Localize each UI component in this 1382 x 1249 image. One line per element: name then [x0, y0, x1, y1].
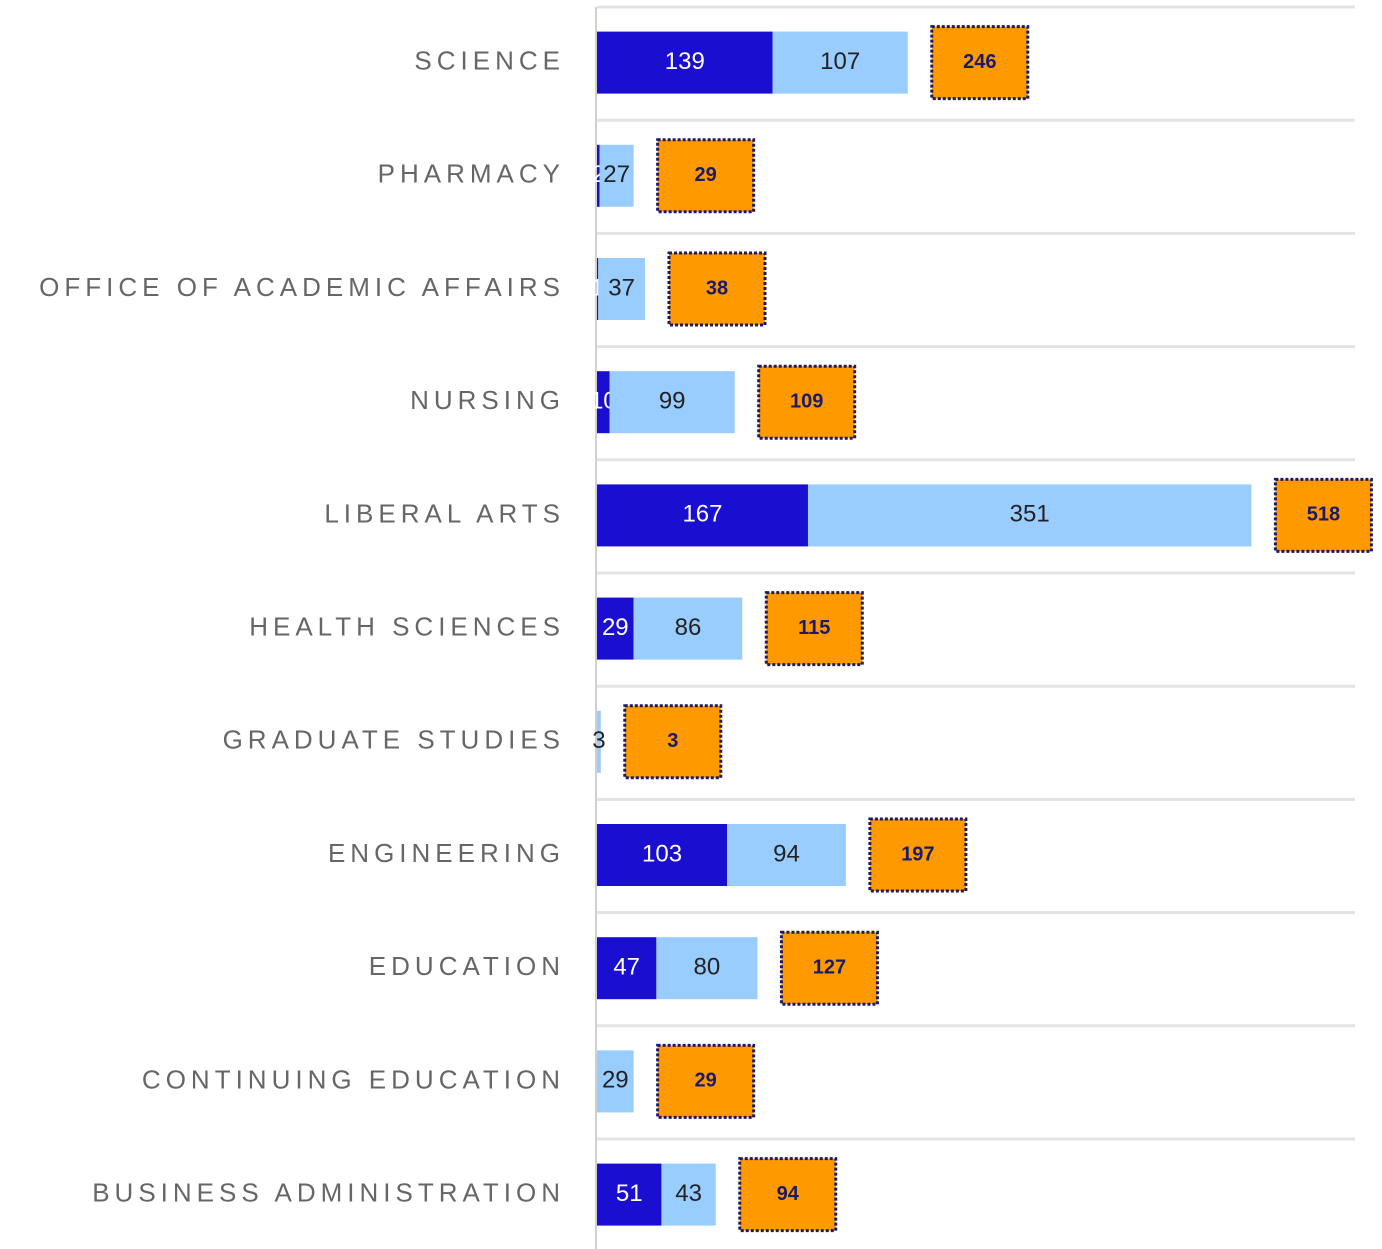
bar-segment	[597, 258, 599, 320]
value-label: 3	[592, 727, 605, 754]
category-label: LIBERAL ARTS	[324, 498, 565, 528]
total-label: 3	[667, 730, 678, 752]
category-label: CONTINUING EDUCATION	[142, 1064, 565, 1094]
category-label: GRADUATE STUDIES	[223, 725, 565, 755]
total-box	[764, 591, 864, 667]
total-label: 38	[706, 277, 728, 299]
category-label: PHARMACY	[378, 159, 565, 189]
total-box	[656, 138, 756, 214]
total-box	[868, 817, 968, 893]
value-label: 103	[642, 840, 682, 867]
category-label: NURSING	[410, 385, 565, 415]
value-label: 167	[682, 501, 722, 528]
value-label: 29	[602, 1067, 629, 1094]
total-label: 29	[695, 164, 717, 186]
total-label: 109	[790, 390, 823, 412]
value-label: 86	[675, 614, 702, 641]
category-label: HEALTH SCIENCES	[249, 611, 565, 641]
bar-segment	[633, 597, 743, 660]
value-label: 29	[602, 614, 629, 641]
bar-segment	[597, 371, 610, 434]
total-box	[930, 25, 1030, 101]
bar-segment	[599, 144, 634, 207]
total-box	[623, 704, 723, 780]
value-label: 80	[694, 954, 721, 981]
bar-segment	[597, 1050, 634, 1113]
bar-segment	[597, 1163, 662, 1226]
category-label: ENGINEERING	[328, 838, 565, 868]
total-box	[738, 1157, 838, 1233]
total-box	[757, 364, 857, 440]
value-label: 27	[603, 161, 630, 188]
category-label: BUSINESS ADMINISTRATION	[92, 1177, 565, 1207]
bar-segment	[597, 937, 657, 1000]
bar-segment	[661, 1163, 716, 1226]
bar-segment	[597, 484, 808, 547]
value-label: 139	[665, 48, 705, 75]
value-label: 43	[675, 1180, 702, 1207]
value-label: 107	[820, 48, 860, 75]
total-box	[779, 930, 879, 1006]
bar-segment	[598, 258, 646, 320]
total-box	[667, 251, 767, 327]
bar-segment	[597, 597, 634, 660]
bar-segment	[597, 144, 600, 207]
value-label: 47	[613, 954, 640, 981]
bar-segment	[727, 824, 846, 886]
value-label: 94	[773, 840, 800, 867]
bar-segment	[807, 484, 1252, 547]
bar-segment	[656, 937, 758, 1000]
bar-segment	[609, 371, 735, 434]
value-label: 99	[659, 388, 686, 415]
total-label: 518	[1307, 504, 1340, 526]
total-label: 94	[777, 1183, 800, 1205]
total-box	[656, 1043, 756, 1119]
bar-segment	[597, 31, 773, 94]
bar-segment	[597, 710, 601, 773]
bar-segment	[772, 31, 908, 94]
category-label: OFFICE OF ACADEMIC AFFAIRS	[39, 272, 565, 302]
value-label: 351	[1010, 501, 1050, 528]
category-label: SCIENCE	[414, 45, 565, 75]
total-label: 246	[963, 51, 996, 73]
value-label: 37	[608, 274, 635, 301]
total-box	[1273, 477, 1373, 553]
value-label: 51	[616, 1180, 643, 1207]
category-label: EDUCATION	[369, 951, 565, 981]
bar-segment	[597, 824, 728, 886]
total-label: 127	[813, 956, 846, 978]
total-label: 29	[695, 1070, 717, 1092]
total-label: 197	[901, 843, 934, 865]
total-label: 115	[798, 617, 830, 639]
